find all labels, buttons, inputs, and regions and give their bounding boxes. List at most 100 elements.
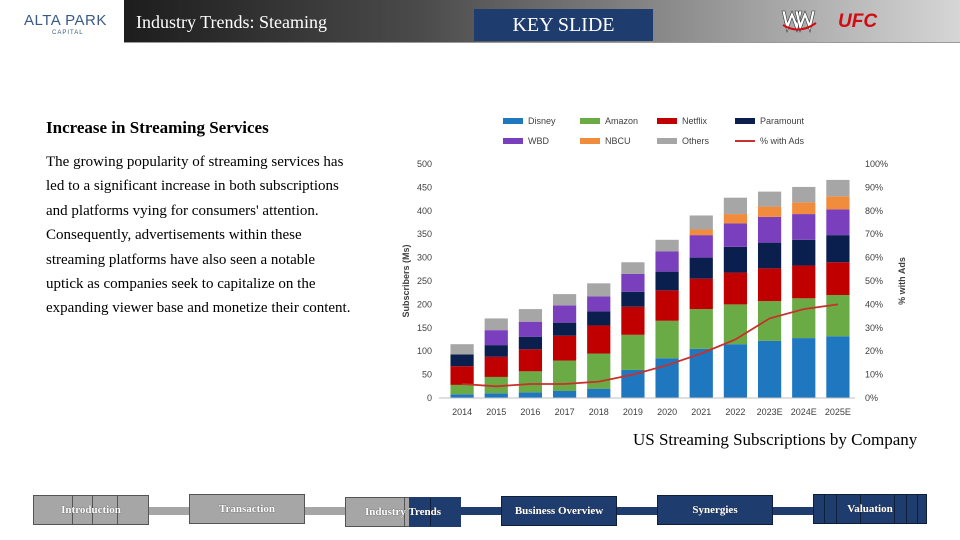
bar-segment-netflix [689,278,713,310]
nav-tab-business-overview[interactable]: Business Overview [501,496,617,526]
bar-segment-amazon [621,334,645,370]
nav-tab-label: Business Overview [514,505,604,517]
legend-label: Others [682,136,710,146]
legend-swatch [580,118,600,124]
bar-segment-amazon [484,376,508,394]
body-paragraph: The growing popularity of streaming serv… [46,154,351,317]
y2-tick-label: 80% [865,206,883,216]
bar-segment-netflix [450,366,474,385]
bar-segment-others [723,197,748,215]
bar-segment-amazon [792,298,816,339]
bar-segment-disney [621,369,645,398]
bar-segment-amazon [723,304,748,345]
nav-connector-grey [148,507,190,515]
nav-tab-transaction[interactable]: Transaction [189,494,305,524]
bar-segment-amazon [518,371,543,393]
bar-segment-paramount [587,311,611,326]
bar-segment-paramount [826,235,850,263]
bar-segment-paramount [484,345,508,357]
legend-swatch [735,118,755,124]
nav-tab-introduction[interactable]: Introduction [33,495,149,525]
bar-segment-paramount [518,336,543,350]
nav-connector-grey [304,507,346,515]
bar-segment-wbd [689,235,713,258]
bar-segment-others [826,179,850,197]
bar-segment-disney [723,344,748,398]
legend-label: Disney [528,116,556,126]
nav-tab-label: Synergies [692,504,738,516]
bar-segment-wbd [792,214,816,240]
nav-tab-industry-trends[interactable]: Industry Trends [345,497,461,527]
bar-segment-disney [826,336,850,398]
y-tick-label: 350 [417,229,432,239]
nav-tab-synergies[interactable]: Synergies [657,495,773,525]
key-slide-badge: KEY SLIDE [474,9,653,41]
y-tick-label: 450 [417,182,432,192]
wwe-logo-icon [781,10,817,34]
x-tick-label: 2017 [555,407,575,417]
bar-segment-paramount [655,271,679,291]
bar-segment-nbcu [757,206,782,217]
bar-segment-amazon [450,384,474,395]
x-tick-label: 2024E [791,407,817,417]
bar-segment-netflix [655,290,679,321]
bar-segment-disney [757,340,782,398]
y2-tick-label: 70% [865,229,883,239]
nav-tab-valuation[interactable]: Valuation [813,494,927,524]
y-tick-label: 50 [422,370,432,380]
y-tick-label: 400 [417,206,432,216]
y2-axis-title: % with Ads [897,257,907,305]
nav-connector-blue [772,507,814,515]
bar-segment-netflix [723,272,748,305]
bar-segment-disney [655,358,679,398]
bar-segment-disney [689,348,713,398]
chart-caption: US Streaming Subscriptions by Company [633,430,918,449]
bar-segment-nbcu [792,202,816,215]
bar-segment-paramount [723,246,748,273]
y-tick-label: 250 [417,276,432,286]
nav-tab-label: Transaction [218,503,276,515]
bar-segment-wbd [723,223,748,247]
bar-segment-paramount [792,239,816,266]
legend-label: Amazon [605,116,638,126]
bar-segment-netflix [826,262,850,296]
bar-segment-amazon [757,301,782,341]
legend-swatch [657,138,677,144]
legend-swatch [580,138,600,144]
header-divider [124,42,960,43]
bar-segment-amazon [587,353,611,389]
x-tick-label: 2025E [825,407,851,417]
bar-segment-disney [552,390,577,398]
ufc-logo-icon: UFC [838,11,878,32]
x-tick-label: 2014 [452,407,472,417]
bar-segment-wbd [621,273,645,292]
bar-segment-disney [484,393,508,398]
bar-segment-amazon [655,320,679,359]
x-tick-label: 2021 [691,407,711,417]
bar-segment-others [689,215,713,230]
legend-label: Paramount [760,116,805,126]
bar-segment-netflix [587,325,611,354]
bar-segment-netflix [792,265,816,299]
x-tick-label: 2020 [657,407,677,417]
bar-segment-paramount [450,354,474,367]
bar-segment-wbd [552,305,577,323]
y2-tick-label: 50% [865,276,883,286]
y-tick-label: 0 [427,393,432,403]
y-axis-title: Subscribers (Ms) [401,244,411,317]
nav-tab-label: Introduction [61,504,121,516]
bar-segment-netflix [518,349,543,372]
section-heading: Increase in Streaming Services [46,118,269,137]
bar-segment-amazon [826,295,850,337]
slide-title: Industry Trends: Steaming [136,12,328,32]
bar-segment-nbcu [689,229,713,236]
bar-segment-others [655,239,679,252]
ads-percentage-line [462,303,839,388]
bar-segment-amazon [689,309,713,349]
bar-segment-others [484,318,508,331]
bar-segment-wbd [826,209,850,236]
x-tick-label: 2015 [486,407,506,417]
logo-sub-text: CAPITAL [52,30,84,36]
company-logo: ALTA PARK CAPITAL [0,0,124,43]
bar-segment-wbd [587,296,611,312]
